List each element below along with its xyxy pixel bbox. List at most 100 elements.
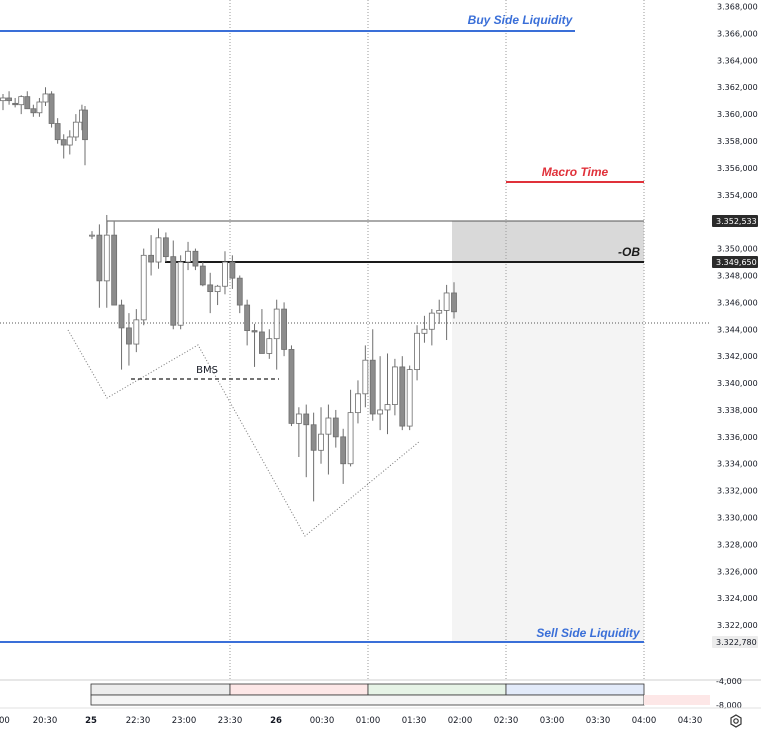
candle	[89, 231, 95, 240]
candle-body	[251, 330, 258, 333]
price-tick: 3.356,000	[717, 164, 758, 173]
indicator-tick-2: -8,000	[716, 701, 742, 710]
candle-body	[60, 139, 67, 146]
candle	[82, 106, 88, 166]
candle	[72, 114, 79, 142]
candle	[118, 299, 125, 370]
candle	[318, 407, 324, 464]
sell-side-label: Sell Side Liquidity	[536, 626, 641, 640]
time-tick: 23:00	[172, 716, 197, 726]
candle-body	[406, 369, 413, 427]
candle	[266, 329, 273, 359]
time-axis[interactable]: :00 20:30 25 22:30 23:00 23:30 26 00:30 01:00 01:…	[0, 716, 702, 726]
candle-body	[6, 97, 12, 102]
candle	[391, 358, 398, 416]
candle-body	[36, 101, 43, 114]
candle-body	[148, 254, 155, 263]
candle-body	[295, 413, 302, 424]
price-tag-bg	[712, 256, 758, 268]
price-tag-bg	[712, 215, 758, 227]
indicator-tick-1: -4,000	[716, 677, 742, 686]
candle	[60, 134, 67, 159]
time-tick: 25	[85, 716, 97, 726]
candle	[332, 409, 339, 448]
candle	[325, 404, 332, 475]
candle	[310, 412, 317, 502]
price-tag: 3.352,533	[716, 217, 757, 226]
candle-body	[443, 292, 450, 311]
candle-body	[369, 359, 376, 415]
candle-body	[244, 304, 251, 332]
candle-body	[428, 312, 435, 330]
macro-time-label: Macro Time	[542, 165, 609, 179]
time-tick: 03:30	[586, 716, 611, 726]
price-tick: 3.368,000	[717, 3, 758, 12]
time-tick: 00:30	[310, 716, 335, 726]
candle	[185, 241, 191, 271]
candle	[155, 228, 162, 269]
time-tick: 04:00	[632, 716, 657, 726]
price-tick: 3.322,000	[717, 621, 758, 630]
candle	[133, 309, 140, 353]
candles	[0, 87, 457, 502]
candle	[192, 248, 199, 271]
price-axis[interactable]: 3.368,000 3.366,000 3.364,000 3.362,000 3.36…	[717, 3, 758, 631]
candle-body	[133, 319, 140, 345]
candle-body	[89, 234, 95, 237]
candle	[377, 356, 384, 431]
candle	[399, 356, 406, 431]
candle-body	[414, 332, 420, 371]
candle	[170, 240, 177, 330]
candle	[12, 97, 19, 108]
candle-body	[273, 308, 280, 340]
candle-body	[236, 277, 243, 306]
candle-body	[192, 250, 199, 267]
price-tick: 3.336,000	[717, 433, 758, 442]
candle	[103, 214, 110, 308]
candle	[288, 345, 295, 427]
candle-body	[347, 412, 354, 465]
candle	[355, 380, 361, 424]
candle	[54, 118, 61, 144]
price-tick: 3.328,000	[717, 540, 758, 549]
indicator-pane	[90, 683, 710, 706]
candle-body	[18, 96, 25, 106]
candle	[421, 315, 428, 343]
candle-body	[155, 237, 162, 263]
price-tick: 3.334,000	[717, 460, 758, 469]
candle-body	[259, 331, 265, 354]
candle-body	[111, 234, 118, 306]
candle-body	[118, 304, 125, 329]
candle	[140, 248, 147, 326]
candle	[251, 323, 258, 367]
structure-lines	[67, 329, 421, 537]
settings-gear-icon[interactable]	[727, 713, 745, 729]
candle	[414, 325, 420, 381]
time-tick: 01:30	[402, 716, 427, 726]
candle-body	[222, 261, 228, 287]
candle	[303, 404, 310, 478]
candle-body	[177, 261, 184, 326]
ob-zone	[452, 221, 644, 262]
candle	[384, 353, 391, 435]
candle	[111, 221, 118, 306]
price-tag: 3.322,780	[716, 638, 757, 647]
candle	[369, 329, 376, 421]
candle	[48, 91, 55, 128]
candle-body	[103, 234, 110, 282]
time-tick: 04:30	[678, 716, 703, 726]
candle-body	[24, 96, 31, 110]
bms-label: BMS	[196, 365, 218, 376]
price-tag: 3.349,650	[716, 258, 757, 267]
candle	[236, 275, 243, 314]
candle-body	[310, 424, 317, 451]
candle-body	[140, 254, 147, 321]
candle-body	[266, 338, 273, 354]
time-tick: 26	[270, 716, 282, 726]
candle	[347, 389, 354, 467]
candle	[295, 407, 302, 458]
candle-body	[30, 108, 37, 114]
candle	[281, 302, 287, 357]
candle	[148, 235, 155, 276]
